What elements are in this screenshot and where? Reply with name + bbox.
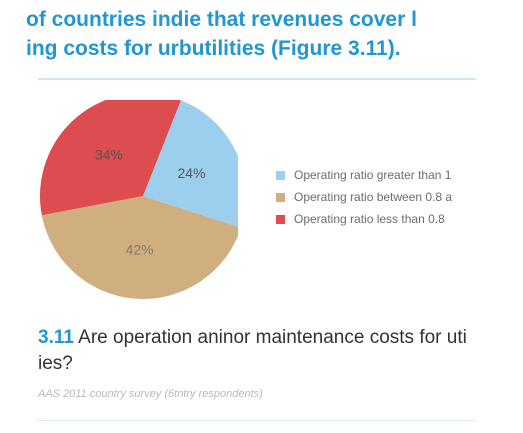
pie-slice — [41, 196, 238, 299]
legend-swatch — [276, 192, 285, 202]
caption-line-2: ies? — [38, 353, 73, 374]
pie-slice-label: 34% — [95, 147, 123, 163]
pie-slice-label: 24% — [177, 165, 205, 181]
legend-item: Operating ratio between 0.8 a — [276, 186, 486, 208]
legend-swatch — [276, 170, 285, 180]
pie-chart: 24% 42% 34% — [40, 100, 238, 299]
legend-label: Operating ratio greater than 1 — [294, 168, 452, 182]
heading-line-1: of countries indie that revenues cover l — [26, 8, 417, 31]
legend-swatch — [276, 214, 285, 224]
legend-label: Operating ratio less than 0.8 — [294, 212, 445, 226]
section-heading: of countries indie that revenues cover l… — [26, 5, 516, 63]
legend-item: Operating ratio greater than 1 — [276, 164, 486, 186]
caption-line-1: 3.11 Are operation aninor maintenance co… — [38, 325, 478, 351]
top-divider — [38, 78, 476, 80]
caption-text-1: Are operation aninor maintenance costs f… — [73, 327, 467, 348]
legend-label: Operating ratio between 0.8 a — [294, 190, 453, 204]
legend-item: Operating ratio less than 0.8 — [276, 208, 486, 230]
heading-line-2: ing costs for urbutilities (Figure 3.11)… — [26, 37, 401, 60]
bottom-divider — [38, 420, 476, 421]
pie-slice — [143, 100, 238, 227]
pie-slice — [40, 100, 181, 216]
pie-chart-container: 24% 42% 34% — [38, 100, 238, 300]
figure-caption: 3.11 Are operation aninor maintenance co… — [38, 325, 478, 377]
pie-slice-label: 42% — [126, 241, 154, 257]
chart-legend: Operating ratio greater than 1 Operating… — [276, 164, 486, 230]
figure-number: 3.11 — [38, 327, 74, 348]
figure-source: AAS 2011 country survey (6tntry responde… — [38, 388, 263, 400]
